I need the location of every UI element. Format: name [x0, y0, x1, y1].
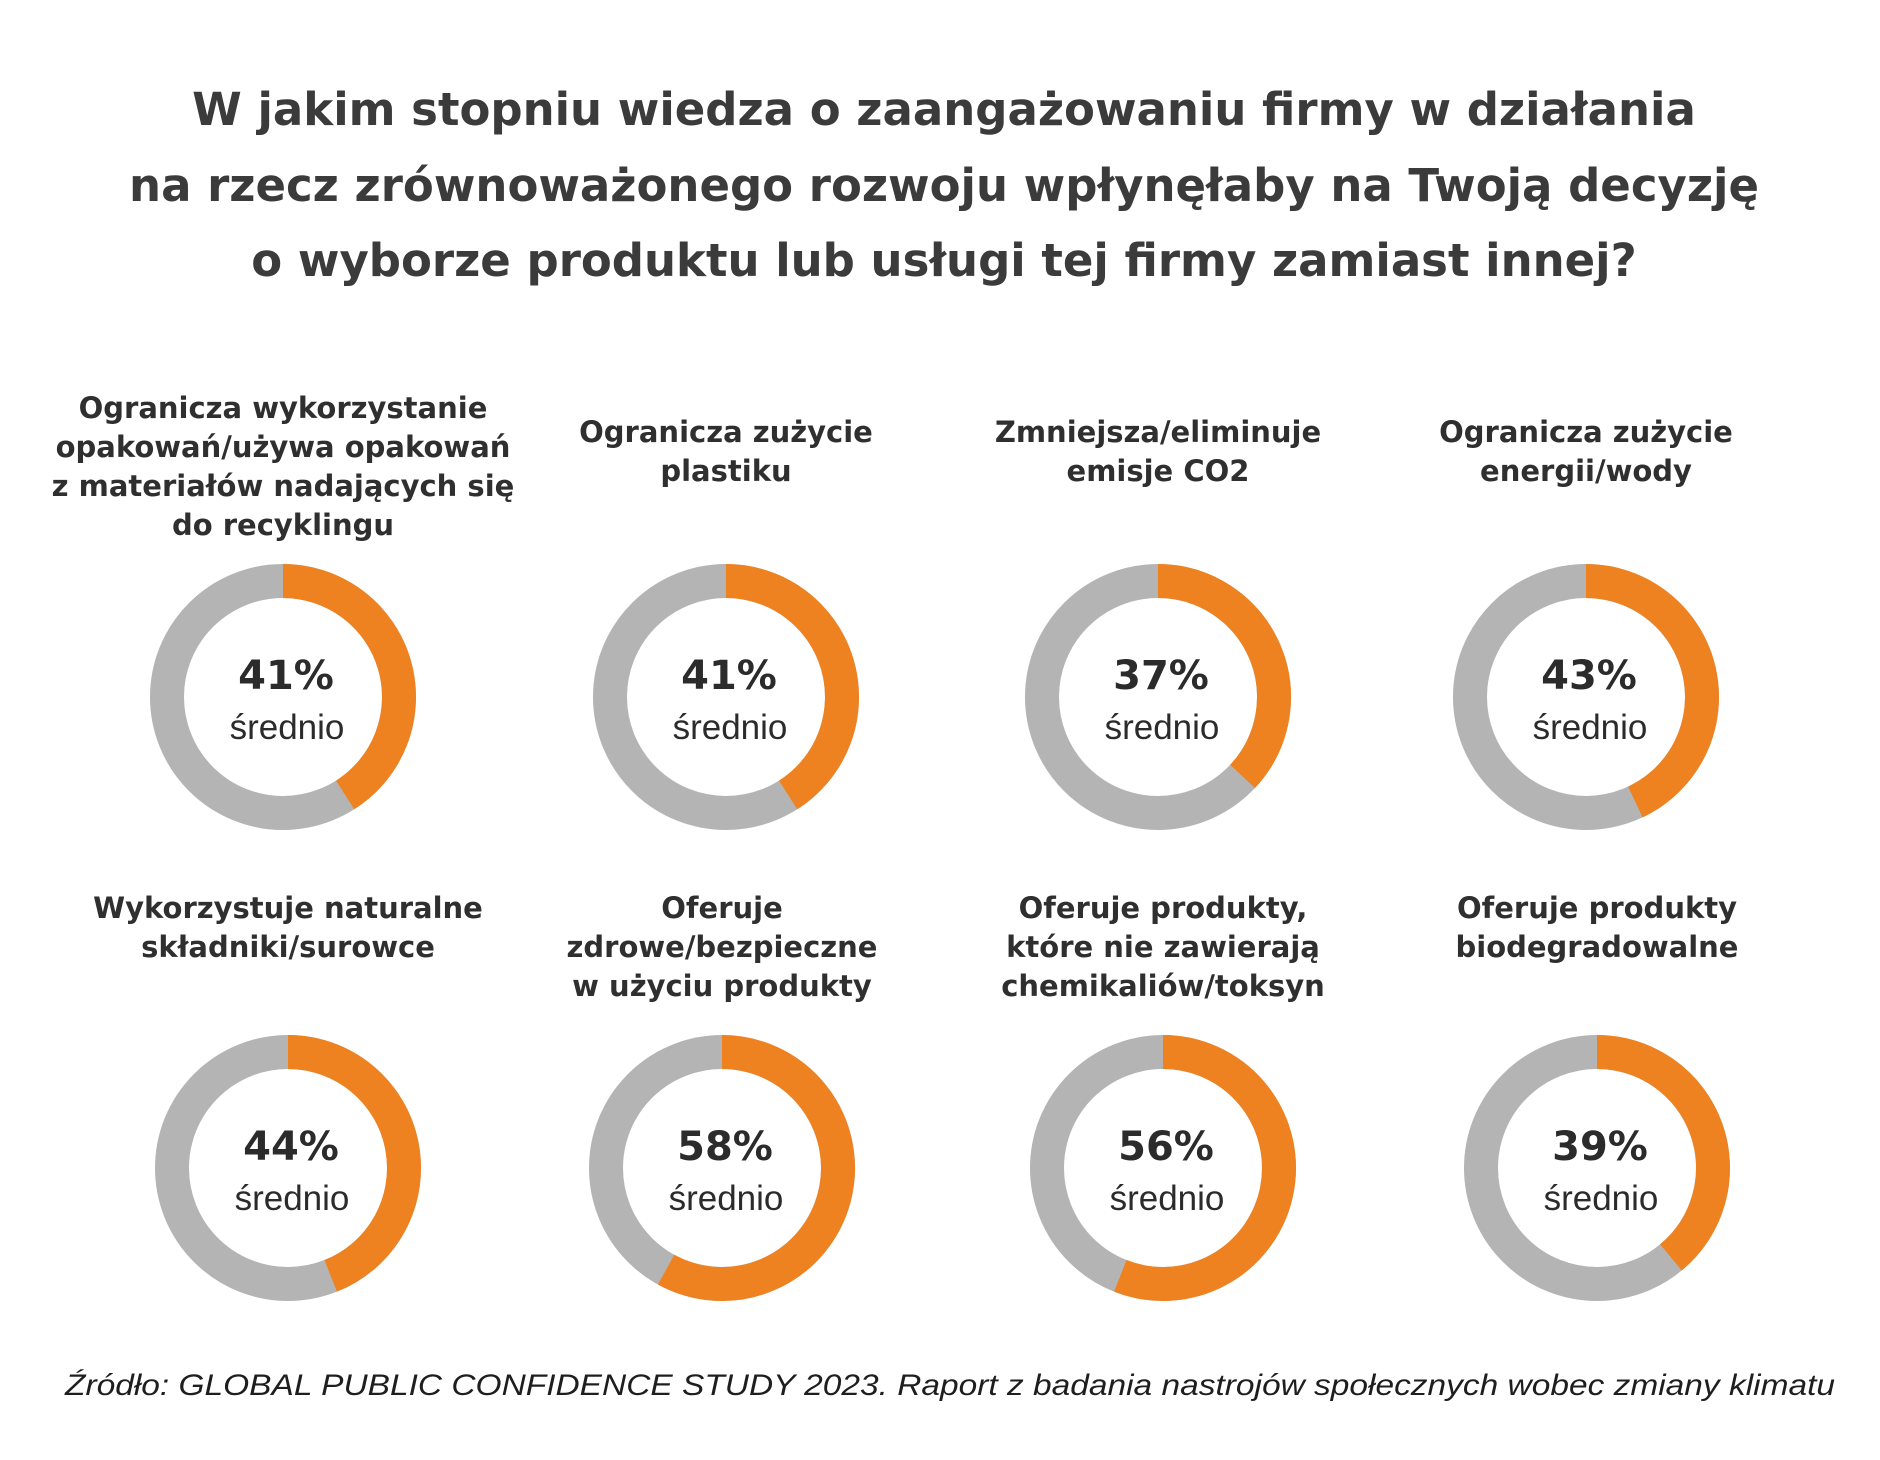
donut-label-line: energii/wody: [1480, 454, 1692, 488]
donut-item: Wykorzystuje naturalne składniki/surowce 4…: [93, 891, 483, 1301]
donut-avg-label: średnio: [673, 708, 788, 747]
donut-value-label: 44%: [243, 1124, 339, 1170]
donut-value-arc: [1596, 1035, 1730, 1271]
donut-value-arc: [1114, 1035, 1296, 1301]
donut-item: Oferuje produkty, które nie zawierają chem…: [1001, 891, 1325, 1301]
donut-value-arc: [657, 1035, 855, 1301]
donut-value-label: 37%: [1113, 653, 1209, 699]
source-note: Źródło: GLOBAL PUBLIC CONFIDENCE STUDY 2…: [64, 1369, 1835, 1402]
donut-label-line: Oferuje produkty: [1457, 891, 1737, 925]
chart-title-line-2: na rzecz zrównoważonego rozwoju wpłynęła…: [129, 159, 1759, 212]
chart-title-line-3: o wyborze produktu lub usługi tej firmy …: [251, 234, 1636, 287]
donuts: Ogranicza wykorzystanie opakowań/używa op…: [52, 391, 1739, 1301]
donut-label-line: Oferuje: [661, 891, 783, 925]
donut-label-line: opakowań/używa opakowań: [56, 430, 511, 464]
donut-value-arc: [287, 1035, 421, 1292]
donut-value-arc: [1157, 564, 1291, 789]
donut-item: Zmniejsza/eliminuje emisje CO2 37% średnio: [995, 415, 1321, 830]
donut-value-label: 58%: [677, 1124, 773, 1170]
donut-label-line: Ogranicza wykorzystanie: [79, 391, 488, 425]
donut-item: Ogranicza zużycie energii/wody 43% średnio: [1439, 415, 1733, 830]
donut-label-line: w użyciu produkty: [572, 969, 872, 1003]
donut-value-label: 41%: [681, 653, 777, 699]
donut-value-label: 43%: [1541, 653, 1637, 699]
donut-item: Oferuje produkty biodegradowalne 39% średni…: [1456, 891, 1739, 1301]
donut-item: Ogranicza wykorzystanie opakowań/używa op…: [52, 391, 515, 830]
donut-label-line: biodegradowalne: [1456, 930, 1739, 964]
donut-value-label: 56%: [1118, 1124, 1214, 1170]
donut-value-arc: [282, 564, 416, 810]
donut-value-arc: [1585, 564, 1719, 818]
donut-value-label: 39%: [1552, 1124, 1648, 1170]
donut-label-line: Ogranicza zużycie: [1439, 415, 1733, 449]
donut-item: Oferuje zdrowe/bezpieczne w użyciu produkt…: [567, 891, 878, 1301]
donut-avg-label: średnio: [1110, 1179, 1225, 1218]
donut-value-label: 41%: [238, 653, 334, 699]
donut-label-line: emisje CO2: [1067, 454, 1250, 488]
donut-avg-label: średnio: [230, 708, 345, 747]
donut-label-line: plastiku: [660, 454, 791, 488]
donut-avg-label: średnio: [1544, 1179, 1659, 1218]
donut-label-line: zdrowe/bezpieczne: [567, 930, 878, 964]
donut-label-line: chemikaliów/toksyn: [1001, 969, 1325, 1003]
donut-label-line: z materiałów nadających się: [52, 469, 515, 503]
donut-avg-label: średnio: [669, 1179, 784, 1218]
donut-avg-label: średnio: [1533, 708, 1648, 747]
chart-title-line-1: W jakim stopniu wiedza o zaangażowaniu f…: [192, 83, 1696, 136]
donut-label-line: Wykorzystuje naturalne: [93, 891, 483, 925]
donut-label-line: Zmniejsza/eliminuje: [995, 415, 1321, 449]
donut-value-arc: [725, 564, 859, 810]
donut-item: Ogranicza zużycie plastiku 41% średnio: [579, 415, 873, 830]
donut-avg-label: średnio: [1105, 708, 1220, 747]
donut-avg-label: średnio: [235, 1179, 350, 1218]
donut-label-line: które nie zawierają: [1006, 930, 1320, 964]
donut-label-line: Oferuje produkty,: [1019, 891, 1308, 925]
donut-label-line: Ogranicza zużycie: [579, 415, 873, 449]
donut-label-line: do recyklingu: [172, 508, 394, 542]
donut-label-line: składniki/surowce: [141, 930, 435, 964]
